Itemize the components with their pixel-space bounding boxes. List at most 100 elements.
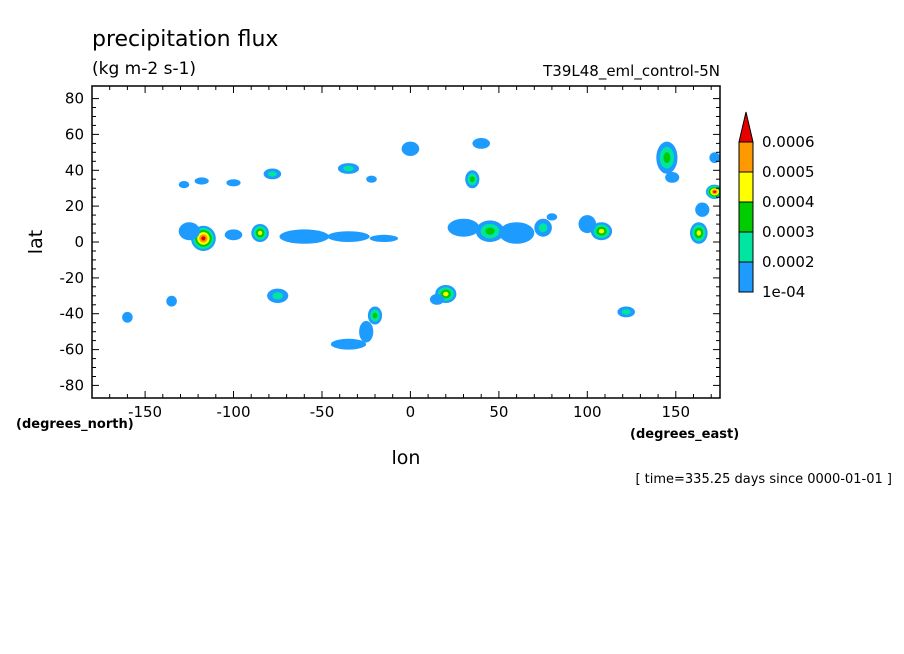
plot-area (92, 86, 720, 398)
contour-level-4 (257, 230, 263, 236)
contour-level-3 (372, 312, 378, 319)
precip-feature (401, 141, 420, 156)
precip-feature (337, 163, 360, 174)
precip-feature (263, 168, 282, 180)
y-tick-labels: 80 60 40 20 0 -20 -40 -60 -80 (60, 90, 85, 395)
contour-level-4 (598, 229, 605, 234)
contour-level-1 (369, 234, 399, 242)
contour-level-2 (538, 223, 548, 233)
y-tick-label: 40 (65, 161, 84, 179)
precip-feature (251, 224, 269, 242)
precip-feature (429, 294, 445, 305)
contour-level-6 (201, 236, 206, 241)
contour-level-1 (366, 175, 377, 183)
colorbar-swatch (738, 201, 754, 233)
contour-level-1 (166, 295, 177, 307)
contour-level-1 (695, 202, 710, 217)
contour-level-1 (472, 138, 491, 149)
x-tick-label: 150 (661, 403, 690, 421)
y-unit-label: (degrees_north) (16, 417, 134, 432)
contour-level-1 (665, 172, 680, 183)
colorbar-label: 0.0002 (762, 253, 815, 271)
colorbar-label: 0.0005 (762, 163, 815, 181)
y-tick-label: 20 (65, 197, 84, 215)
colorbar-extend-arrow (738, 111, 754, 143)
contour-level-1 (709, 152, 720, 164)
x-tick-label: 50 (489, 403, 508, 421)
contour-level-2 (621, 309, 631, 315)
contour-level-1 (429, 294, 445, 305)
precip-feature (534, 218, 552, 237)
precip-feature (226, 179, 241, 187)
precip-feature (327, 231, 370, 243)
x-unit-label: (degrees_east) (630, 427, 739, 442)
precip-feature (656, 141, 678, 174)
contour-level-1 (224, 229, 243, 241)
contour-level-2 (272, 292, 284, 300)
chart-units: (kg m-2 s-1) (92, 59, 196, 79)
precip-contours (122, 138, 720, 350)
colorbar-swatch (738, 261, 754, 293)
contour-level-1 (122, 311, 133, 323)
colorbar-label: 0.0003 (762, 223, 815, 241)
contour-level-4 (696, 230, 701, 236)
precip-feature (367, 306, 383, 325)
colorbar-label: 1e-04 (762, 283, 805, 301)
x-tick-label: 100 (573, 403, 602, 421)
x-tick-label: -100 (216, 403, 250, 421)
precip-feature (590, 222, 613, 241)
y-tick-label: -40 (60, 305, 85, 323)
precip-feature (705, 184, 720, 199)
precip-feature (330, 338, 367, 350)
contour-level-1 (178, 222, 200, 241)
precip-feature (279, 229, 330, 244)
precip-feature (359, 320, 374, 343)
contour-level-3 (663, 152, 671, 164)
precip-feature (267, 288, 289, 303)
x-axis-label: lon (392, 447, 421, 469)
contour-level-1 (178, 181, 190, 189)
dataset-label: T39L48_eml_control-5N (542, 62, 720, 81)
chart-title: precipitation flux (92, 27, 278, 52)
precip-feature (178, 222, 200, 241)
contour-level-3 (469, 176, 475, 183)
contour-level-1 (327, 231, 370, 243)
x-tick-label: -50 (310, 403, 335, 421)
colorbar-label: 0.0006 (762, 133, 815, 151)
contour-level-1 (546, 213, 558, 221)
x-tick-label: 0 (406, 403, 416, 421)
y-tick-label: -60 (60, 341, 85, 359)
precip-feature (617, 306, 635, 318)
axis-ticks (92, 86, 720, 398)
precip-feature (546, 213, 558, 221)
y-tick-label: -80 (60, 376, 85, 394)
precip-feature (224, 229, 243, 241)
contour-level-6 (713, 190, 717, 193)
precip-feature (695, 202, 710, 217)
precip-feature (498, 222, 535, 244)
contour-level-1 (401, 141, 420, 156)
contour-level-1 (359, 320, 374, 343)
contour-level-1 (194, 177, 209, 185)
precip-feature (194, 177, 209, 185)
y-tick-label: -20 (60, 269, 85, 287)
colorbar: 1e-04 0.0002 0.0003 0.0004 0.0005 0.0006 (738, 111, 815, 301)
colorbar-swatch (738, 141, 754, 173)
precip-feature (709, 152, 720, 164)
precip-feature (166, 295, 177, 307)
time-footer: [ time=335.25 days since 0000-01-01 ] (635, 472, 892, 487)
precip-feature (472, 138, 491, 149)
colorbar-swatch (738, 171, 754, 203)
precip-feature (178, 181, 190, 189)
contour-level-1 (330, 338, 367, 350)
precip-feature (369, 234, 399, 242)
precip-feature (578, 215, 597, 234)
contour-level-1 (279, 229, 330, 244)
y-axis-label: lat (25, 230, 47, 254)
precip-feature (122, 311, 133, 323)
precip-feature (665, 172, 680, 183)
y-tick-label: 60 (65, 125, 84, 143)
x-tick-label: -150 (128, 403, 162, 421)
x-tick-labels: -150 -100 -50 0 50 100 150 (128, 403, 690, 421)
